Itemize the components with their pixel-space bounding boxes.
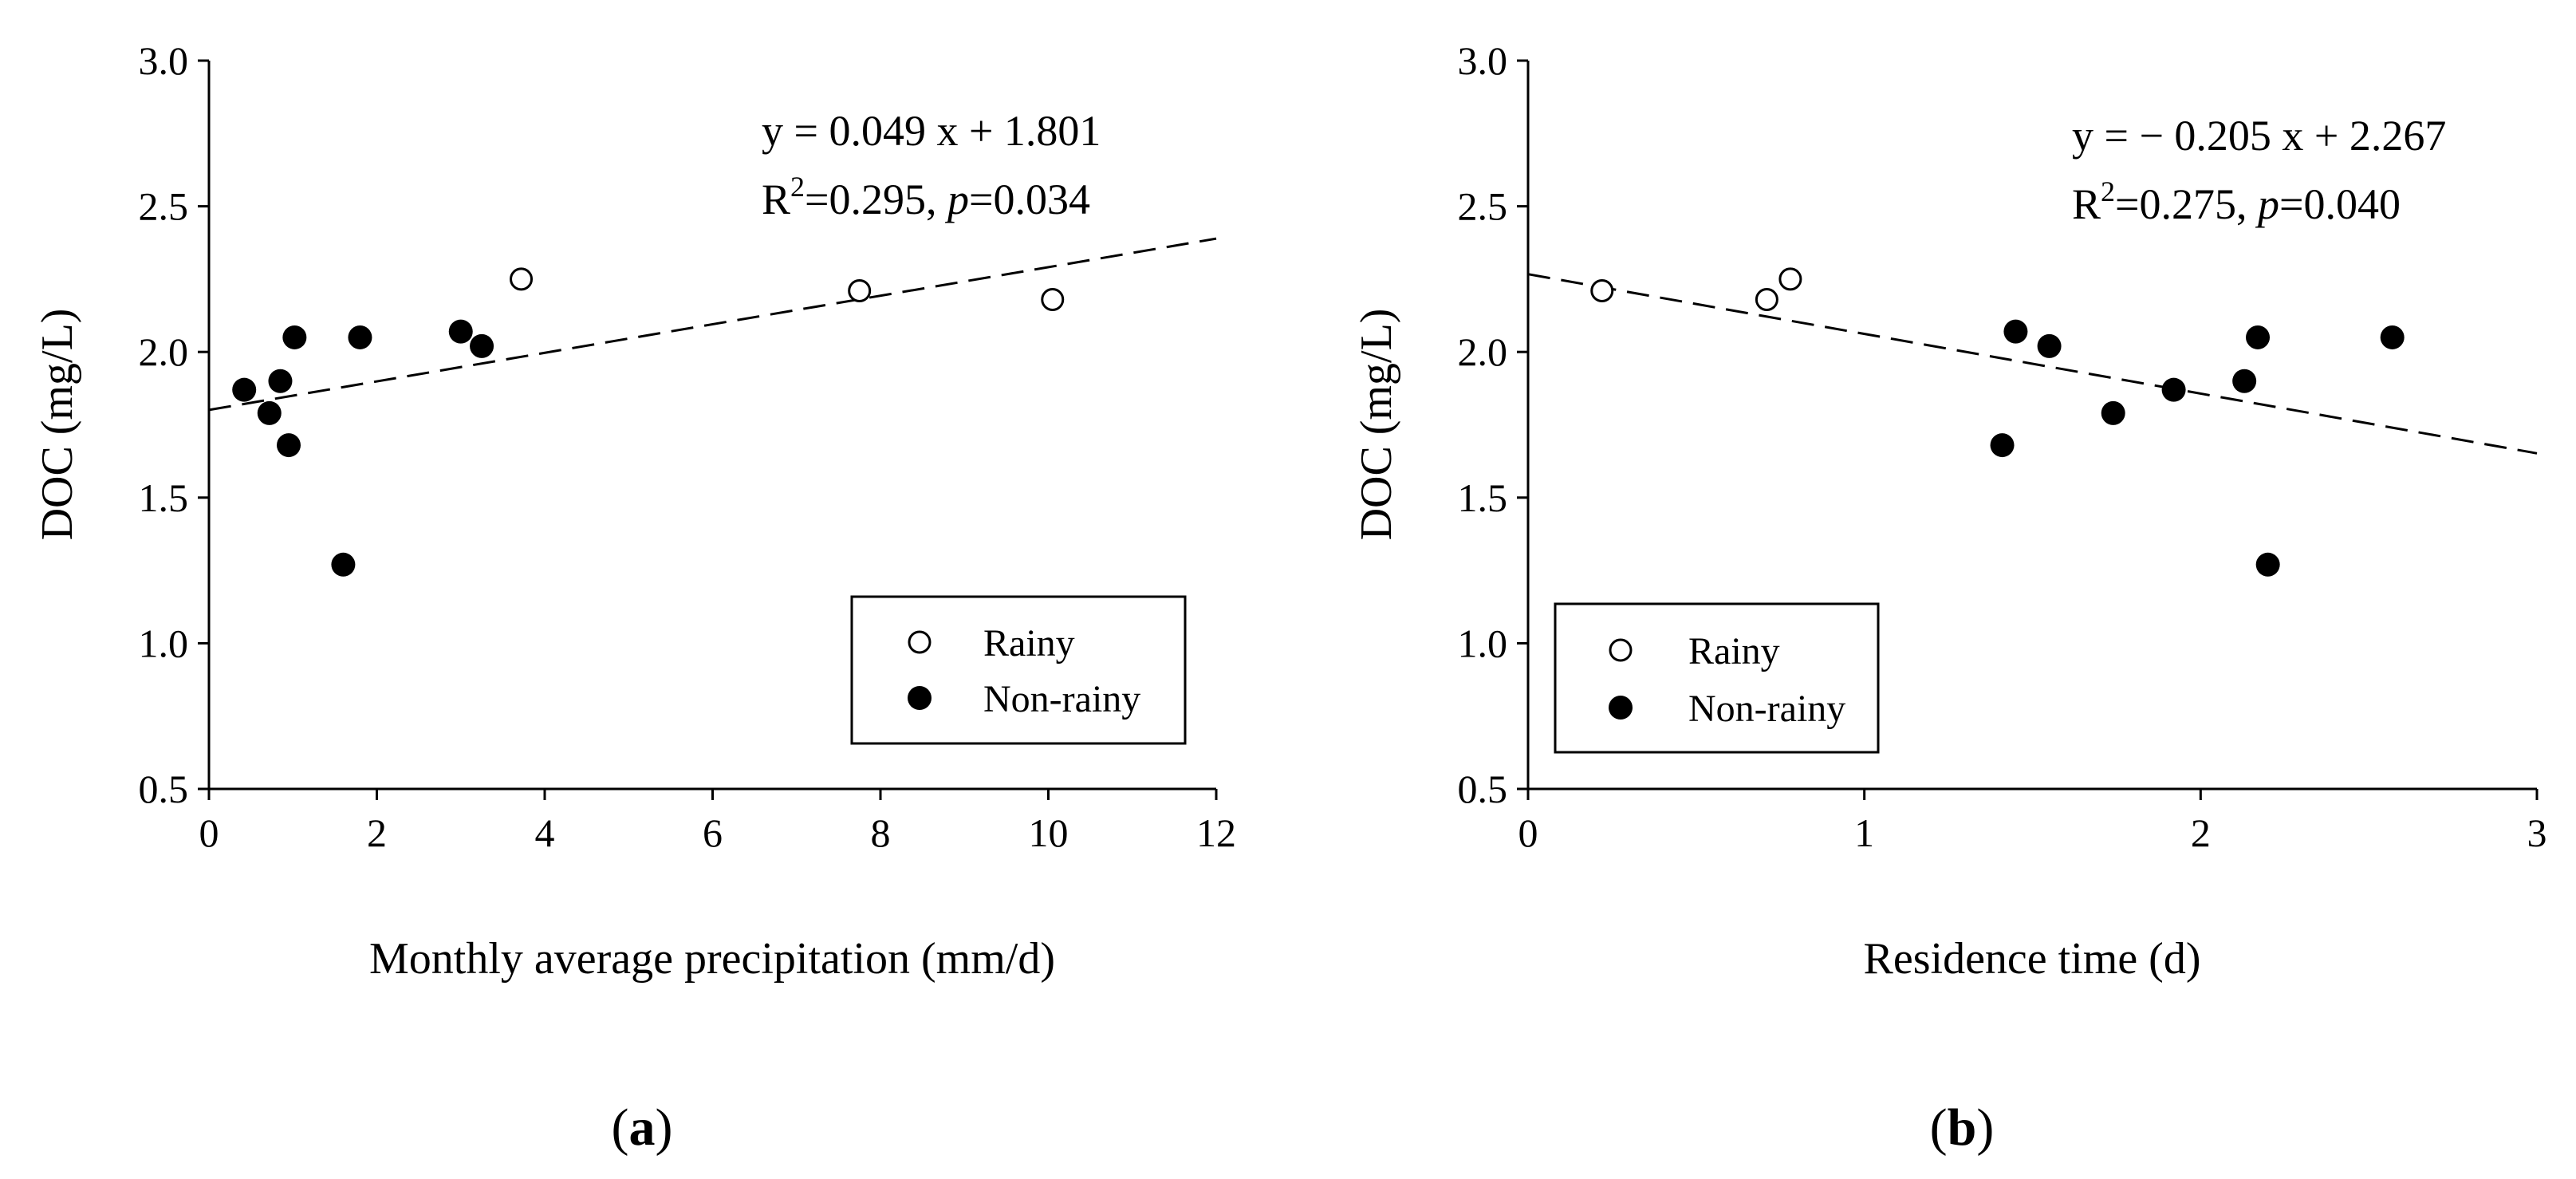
regression-line [1527, 273, 2538, 455]
point-rainy [1590, 279, 1614, 303]
point-non-rainy [2003, 319, 2028, 344]
point-rainy [848, 279, 872, 303]
point-non-rainy [232, 377, 257, 402]
x-tick-label: 12 [1196, 810, 1236, 855]
point-rainy [510, 267, 534, 291]
data-points [232, 267, 1065, 577]
y-tick-label: 2.0 [139, 329, 189, 374]
legend-label-non-rainy: Non-rainy [983, 678, 1140, 720]
y-tick-label: 0.5 [139, 767, 189, 811]
point-non-rainy [2037, 333, 2062, 358]
point-rainy [1778, 267, 1802, 291]
legend-box [850, 595, 1187, 745]
point-non-rainy [2380, 325, 2405, 349]
x-tick-label: 8 [871, 810, 891, 855]
legend: Rainy Non-rainy [1554, 602, 1880, 754]
point-non-rainy [2101, 400, 2125, 425]
x-tick-label: 2 [2191, 810, 2211, 855]
y-tick-label: 3.0 [1458, 38, 1508, 83]
equation-line-2: R2=0.275, p=0.040 [2072, 175, 2401, 228]
legend-marker-rainy [1609, 638, 1633, 662]
legend-marker-rainy [908, 630, 932, 654]
legend-label-non-rainy: Non-rainy [1688, 688, 1845, 730]
point-non-rainy [276, 433, 301, 458]
equation-line-1: y = 0.049 x + 1.801 [762, 107, 1101, 155]
y-tick-label: 3.0 [139, 38, 189, 83]
y-ticks: 0.5 1.0 1.5 2.0 2.5 3.0 [139, 38, 209, 811]
point-non-rainy [2246, 325, 2271, 349]
point-non-rainy [1990, 433, 2015, 458]
legend-label-rainy: Rainy [1688, 630, 1780, 672]
panel-b: 0.5 1.0 1.5 2.0 2.5 3.0 0 1 2 3 y = − 0.205 x + … [1352, 38, 2547, 1157]
x-ticks: 0 1 2 3 [1518, 789, 2547, 855]
point-non-rainy [470, 333, 494, 358]
point-non-rainy [331, 552, 356, 577]
y-tick-label: 2.0 [1458, 329, 1508, 374]
data-points [1590, 267, 2405, 577]
point-non-rainy [2232, 369, 2257, 393]
point-rainy [1041, 287, 1065, 311]
panel-a: 0.5 1.0 1.5 2.0 2.5 3.0 0 2 4 6 8 10 12 y = 0.049 x… [33, 38, 1236, 1157]
point-rainy [1755, 287, 1778, 311]
legend-box [1554, 602, 1880, 754]
legend-label-rainy: Rainy [983, 622, 1075, 664]
point-non-rainy [2161, 377, 2186, 402]
x-tick-label: 6 [703, 810, 723, 855]
x-tick-label: 1 [1854, 810, 1874, 855]
x-tick-label: 2 [367, 810, 387, 855]
panel-label-b: (b) [1930, 1098, 1995, 1157]
x-tick-label: 0 [199, 810, 219, 855]
point-non-rainy [2255, 552, 2280, 577]
equation-line-1: y = − 0.205 x + 2.267 [2072, 112, 2446, 160]
point-non-rainy [282, 325, 307, 349]
y-axis-title: DOC (mg/L) [1352, 309, 1401, 541]
equation-line-2: R2=0.295, p=0.034 [762, 171, 1090, 223]
x-tick-label: 4 [535, 810, 555, 855]
y-tick-label: 0.5 [1458, 767, 1508, 811]
x-axis-title: Monthly average precipitation (mm/d) [369, 934, 1055, 984]
y-tick-label: 1.0 [139, 621, 189, 665]
y-tick-label: 1.0 [1458, 621, 1508, 665]
point-non-rainy [257, 400, 282, 425]
y-tick-label: 1.5 [1458, 475, 1508, 520]
x-tick-label: 0 [1518, 810, 1538, 855]
x-tick-label: 3 [2527, 810, 2547, 855]
y-tick-label: 2.5 [1458, 184, 1508, 229]
panel-label-a: (a) [612, 1098, 673, 1157]
x-axis-title: Residence time (d) [1864, 934, 2201, 984]
point-non-rainy [348, 325, 372, 349]
legend-marker-non-rainy [1609, 696, 1633, 720]
point-non-rainy [448, 319, 473, 344]
y-axis-title: DOC (mg/L) [33, 309, 82, 541]
point-non-rainy [268, 369, 293, 393]
x-tick-label: 10 [1029, 810, 1069, 855]
x-ticks: 0 2 4 6 8 10 12 [199, 789, 1236, 855]
y-ticks: 0.5 1.0 1.5 2.0 2.5 3.0 [1458, 38, 1528, 811]
y-tick-label: 1.5 [139, 475, 189, 520]
y-tick-label: 2.5 [139, 184, 189, 229]
regression-line [208, 237, 1217, 412]
legend-marker-non-rainy [908, 686, 932, 710]
legend: Rainy Non-rainy [850, 595, 1187, 745]
